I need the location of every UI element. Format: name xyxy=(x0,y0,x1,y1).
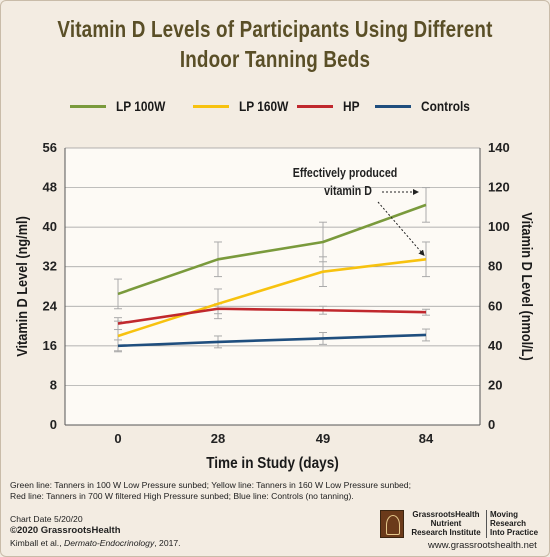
brand: GrassrootsHealth Nutrient Research Insti… xyxy=(380,508,545,554)
legend-swatch-controls xyxy=(375,104,411,108)
annotation-text: Effectively produced xyxy=(293,166,397,180)
brand-name-line: GrassrootsHealth xyxy=(412,510,480,519)
legend-label-controls: Controls xyxy=(421,98,470,114)
citation-journal: Dermato-Endocrinology xyxy=(63,538,155,548)
y2-tick-label: 140 xyxy=(488,140,510,155)
y2-tick-label: 40 xyxy=(488,338,502,353)
y-tick-label: 56 xyxy=(43,140,57,155)
y-tick-label: 0 xyxy=(50,417,57,432)
y-tick-label: 16 xyxy=(43,338,57,353)
legend-item-lp100w: LP 100W xyxy=(70,98,174,114)
legend-swatch-lp160w xyxy=(193,104,229,108)
legend-label-hp: HP xyxy=(343,98,360,114)
tick-labels: 0 8 16 24 32 40 48 56 0 20 40 60 80 100 120 140 0 28 49 84 xyxy=(43,140,510,446)
annotation-text: vitamin D xyxy=(324,184,372,198)
x-tick-label: 49 xyxy=(316,431,330,446)
legend-swatch-lp100w xyxy=(70,104,106,108)
brand-tag-line: Moving xyxy=(490,510,518,519)
legend-label-lp160w: LP 160W xyxy=(239,98,289,114)
brand-tagline: Moving Research Into Practice xyxy=(490,510,538,537)
x-tick-label: 84 xyxy=(419,431,434,446)
brand-url: www.grassrootshealth.net xyxy=(428,540,537,551)
series-line-controls xyxy=(117,333,427,348)
legend-item-lp160w: LP 160W xyxy=(193,98,297,114)
footnote-line: Red line: Tanners in 700 W filtered High… xyxy=(10,491,354,501)
citation: Kimball et al., Dermato-Endocrinology, 2… xyxy=(10,537,181,549)
y2-tick-label: 20 xyxy=(488,377,502,392)
y-axis-label: Vitamin D Level (ng/ml) xyxy=(13,216,30,357)
annotation: Effectively produced vitamin D xyxy=(293,166,425,257)
legend-label-lp100w: LP 100W xyxy=(116,98,166,114)
axis-labels: Time in Study (days) Vitamin D Level (ng/… xyxy=(13,212,536,472)
y2-tick-label: 100 xyxy=(488,219,510,234)
legend-swatch-hp xyxy=(297,104,333,108)
y2-axis-label: Vitamin D Level (nmol/L) xyxy=(519,212,536,360)
series-line-lp-160w xyxy=(117,258,427,338)
brand-name-line: Research Institute xyxy=(411,528,481,537)
x-tick-label: 28 xyxy=(211,431,225,446)
series-line-lp-100w xyxy=(117,203,427,296)
brand-tag-line: Research xyxy=(490,519,527,528)
y2-tick-label: 0 xyxy=(488,417,495,432)
chart-title-line1: Vitamin D Levels of Participants Using D… xyxy=(57,16,493,42)
chart-title-line2: Indoor Tanning Beds xyxy=(179,46,371,72)
brand-name-line: Nutrient xyxy=(430,519,462,528)
error-bars xyxy=(114,187,430,353)
footnote-line: Green line: Tanners in 100 W Low Pressur… xyxy=(10,480,411,490)
vitruvian-logo-icon xyxy=(380,510,404,538)
legend: LP 100W LP 160W HP Controls xyxy=(0,98,550,118)
y2-tick-label: 60 xyxy=(488,298,502,313)
y2-tick-label: 120 xyxy=(488,180,510,195)
y-tick-label: 24 xyxy=(43,298,58,313)
citation-year: , 2017. xyxy=(154,538,181,548)
series-line-hp xyxy=(117,307,427,325)
x-tick-label: 0 xyxy=(114,431,121,446)
legend-item-controls: Controls xyxy=(375,98,479,114)
x-axis-label: Time in Study (days) xyxy=(206,455,339,472)
copyright: ©2020 GrassrootsHealth xyxy=(10,525,121,536)
citation-authors: Kimball et al., xyxy=(10,538,64,548)
brand-divider xyxy=(486,510,487,538)
y-tick-label: 48 xyxy=(43,180,57,195)
y-tick-label: 8 xyxy=(50,377,57,392)
chart-date: Chart Date 5/20/20 xyxy=(10,514,83,524)
series-lines xyxy=(117,203,427,348)
brand-name: GrassrootsHealth Nutrient Research Insti… xyxy=(407,510,485,537)
y-tick-label: 40 xyxy=(43,219,57,234)
brand-tag-line: Into Practice xyxy=(490,528,539,537)
y2-tick-label: 80 xyxy=(488,259,502,274)
footnote: Green line: Tanners in 100 W Low Pressur… xyxy=(10,480,411,502)
axes xyxy=(64,148,481,426)
meta: Chart Date 5/20/20 ©2020 GrassrootsHealt… xyxy=(10,513,181,549)
grid xyxy=(65,147,480,425)
legend-item-hp: HP xyxy=(297,98,362,114)
y-tick-label: 32 xyxy=(43,259,57,274)
